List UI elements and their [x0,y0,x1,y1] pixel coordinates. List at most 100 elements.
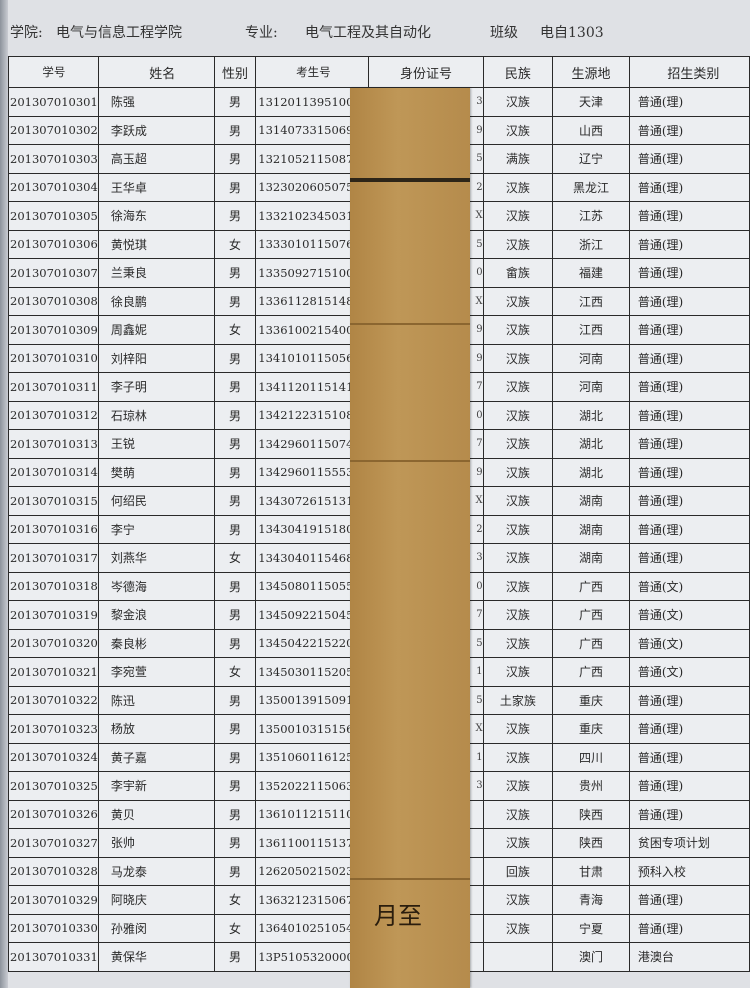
id-card-tail-text: 9 [476,352,483,364]
student-id: 201307010307 [8,258,99,288]
gender: 男 [213,742,257,772]
ethnicity: 汉族 [482,429,554,459]
admission-type-header: 招生类别 [628,56,750,88]
tape-text: 月至 [374,902,422,930]
id-card-tail-text: X [475,295,483,307]
gender: 男 [213,600,257,630]
table-row: 201307010302 李跃成男 13140733150694 9 汉族 山西 普通(理) [8,115,750,145]
admission-type: 普通(理) [628,315,750,345]
id-card-tail-text: X [475,495,483,507]
gender: 男 [213,486,257,516]
admission-type: 普通(理) [628,87,750,117]
admission-type: 普通(理) [628,115,750,145]
origin: 四川 [552,742,630,772]
masking-tape: 月至 [350,88,470,988]
tape-seam [350,878,470,880]
ethnicity: 汉族 [482,799,554,829]
origin: 辽宁 [552,144,630,174]
ethnicity: 汉族 [482,172,554,202]
id-card-tail-text: 7 [476,381,483,393]
ethnicity: 汉族 [482,315,554,345]
admission-type: 普通(理) [628,400,750,430]
gender: 男 [213,372,257,402]
origin: 重庆 [552,685,630,715]
ethnicity: 汉族 [482,514,554,544]
origin: 河南 [552,343,630,373]
gender: 男 [213,799,257,829]
ethnicity: 畲族 [482,258,554,288]
origin: 黑龙江 [552,172,630,202]
student-name: 刘梓阳 [97,343,215,373]
student-name: 马龙泰 [97,856,215,886]
student-id: 201307010314 [8,457,99,487]
admission-type: 普通(理) [628,799,750,829]
student-id: 201307010308 [8,286,99,316]
class-label: 班级 [490,25,518,41]
origin: 甘肃 [552,856,630,886]
gender: 女 [213,913,257,943]
origin: 河南 [552,372,630,402]
gender: 男 [213,201,257,231]
admission-type: 普通(理) [628,913,750,943]
student-name: 黄保华 [97,942,215,972]
student-id: 201307010318 [8,571,99,601]
ethnicity: 汉族 [482,571,554,601]
ethnicity: 汉族 [482,457,554,487]
admission-type: 普通(理) [628,543,750,573]
admission-type: 普通(文) [628,657,750,687]
id-card-tail-text: 7 [476,438,483,450]
student-id: 201307010309 [8,315,99,345]
origin: 湖南 [552,543,630,573]
origin: 江苏 [552,201,630,231]
student-name: 周鑫妮 [97,315,215,345]
gender: 男 [213,942,257,972]
student-id: 201307010323 [8,714,99,744]
student-id: 201307010330 [8,913,99,943]
gender: 男 [213,115,257,145]
origin: 陕西 [552,828,630,858]
gender: 男 [213,828,257,858]
id-card-tail-text: 3 [476,552,483,564]
student-id: 201307010322 [8,685,99,715]
gender: 男 [213,714,257,744]
student-id: 201307010304 [8,172,99,202]
student-id: 201307010313 [8,429,99,459]
origin: 青海 [552,885,630,915]
student-name: 张帅 [97,828,215,858]
gender: 男 [213,685,257,715]
origin: 江西 [552,286,630,316]
admission-type: 普通(理) [628,486,750,516]
origin: 浙江 [552,229,630,259]
gender: 女 [213,229,257,259]
origin: 澳门 [552,942,630,972]
gender: 女 [213,315,257,345]
admission-type: 普通(理) [628,771,750,801]
admission-type: 普通(理) [628,258,750,288]
admission-type: 普通(文) [628,628,750,658]
admission-type: 贫困专项计划 [628,828,750,858]
gender: 男 [213,514,257,544]
origin-header: 生源地 [552,56,630,88]
ethnicity: 汉族 [482,229,554,259]
student-id: 201307010316 [8,514,99,544]
id-card-tail-text: 5 [476,694,483,706]
tape-seam [350,178,470,182]
gender: 男 [213,856,257,886]
gender: 女 [213,885,257,915]
id-card-tail-text: 1 [476,666,483,678]
gender: 男 [213,343,257,373]
gender: 男 [213,87,257,117]
admission-type: 普通(理) [628,514,750,544]
ethnicity [482,942,554,972]
id-card-tail-text: 9 [476,466,483,478]
ethnicity: 土家族 [482,685,554,715]
ethnicity: 满族 [482,144,554,174]
origin: 广西 [552,600,630,630]
student-id: 201307010324 [8,742,99,772]
student-name: 陈强 [97,87,215,117]
student-id: 201307010310 [8,343,99,373]
gender-header: 性别 [213,56,257,88]
id-card-tail-text: 1 [476,751,483,763]
admission-type: 普通(理) [628,457,750,487]
id-card-tail-text: 5 [476,153,483,165]
